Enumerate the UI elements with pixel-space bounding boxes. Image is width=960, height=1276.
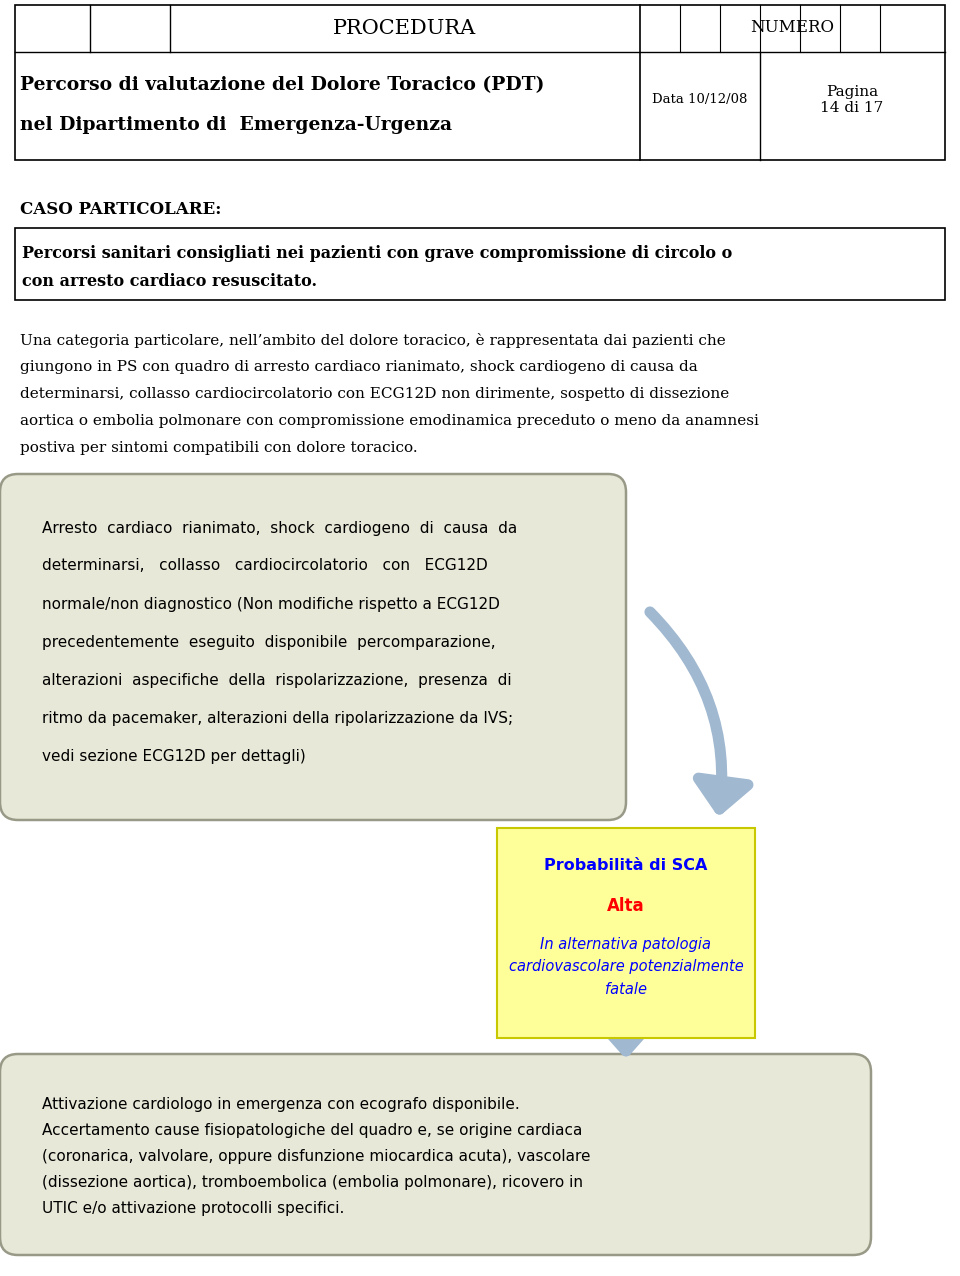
Text: In alternativa patologia: In alternativa patologia — [540, 938, 711, 952]
Text: PROCEDURA: PROCEDURA — [333, 18, 476, 37]
Text: ritmo da pacemaker, alterazioni della ripolarizzazione da IVS;: ritmo da pacemaker, alterazioni della ri… — [42, 711, 514, 726]
Text: aortica o embolia polmonare con compromissione emodinamica preceduto o meno da a: aortica o embolia polmonare con compromi… — [20, 413, 758, 427]
Bar — [15, 5, 945, 160]
Text: Alta: Alta — [607, 897, 645, 915]
Text: Percorso di valutazione del Dolore Toracico (PDT): Percorso di valutazione del Dolore Torac… — [20, 77, 544, 94]
Text: UTIC e/o attivazione protocolli specifici.: UTIC e/o attivazione protocolli specific… — [42, 1202, 345, 1216]
Text: NUMERO: NUMERO — [750, 19, 834, 37]
Text: determinarsi,   collasso   cardiocircolatorio   con   ECG12D: determinarsi, collasso cardiocircolatori… — [42, 559, 488, 573]
Text: Percorsi sanitari consigliati nei pazienti con grave compromissione di circolo o: Percorsi sanitari consigliati nei pazien… — [22, 245, 732, 262]
Text: fatale: fatale — [605, 981, 647, 997]
Text: (coronarica, valvolare, oppure disfunzione miocardica acuta), vascolare: (coronarica, valvolare, oppure disfunzio… — [42, 1150, 590, 1165]
Text: CASO PARTICOLARE:: CASO PARTICOLARE: — [20, 202, 222, 218]
Text: determinarsi, collasso cardiocircolatorio con ECG12D non dirimente, sospetto di : determinarsi, collasso cardiocircolatori… — [20, 387, 730, 401]
Bar — [15, 228, 945, 300]
Text: cardiovascolare potenzialmente: cardiovascolare potenzialmente — [509, 960, 743, 975]
Text: giungono in PS con quadro di arresto cardiaco rianimato, shock cardiogeno di cau: giungono in PS con quadro di arresto car… — [20, 360, 698, 374]
Text: Pagina
14 di 17: Pagina 14 di 17 — [821, 85, 883, 115]
Text: alterazioni  aspecifiche  della  rispolarizzazione,  presenza  di: alterazioni aspecifiche della rispolariz… — [42, 672, 512, 688]
Text: Probabilità di SCA: Probabilità di SCA — [544, 857, 708, 873]
Text: normale/non diagnostico (Non modifiche rispetto a ECG12D: normale/non diagnostico (Non modifiche r… — [42, 596, 500, 611]
FancyArrowPatch shape — [650, 612, 748, 809]
FancyArrowPatch shape — [604, 1026, 648, 1051]
Text: precedentemente  eseguito  disponibile  percomparazione,: precedentemente eseguito disponibile per… — [42, 634, 495, 649]
Text: vedi sezione ECG12D per dettagli): vedi sezione ECG12D per dettagli) — [42, 749, 305, 763]
Text: postiva per sintomi compatibili con dolore toracico.: postiva per sintomi compatibili con dolo… — [20, 441, 418, 456]
Text: (dissezione aortica), tromboembolica (embolia polmonare), ricovero in: (dissezione aortica), tromboembolica (em… — [42, 1175, 583, 1191]
Text: nel Dipartimento di  Emergenza-Urgenza: nel Dipartimento di Emergenza-Urgenza — [20, 116, 452, 134]
Text: Una categoria particolare, nell’ambito del dolore toracico, è rappresentata dai : Una categoria particolare, nell’ambito d… — [20, 333, 726, 347]
Text: Data 10/12/08: Data 10/12/08 — [652, 93, 748, 106]
Text: con arresto cardiaco resuscitato.: con arresto cardiaco resuscitato. — [22, 273, 317, 291]
Bar — [497, 828, 755, 1037]
Text: Accertamento cause fisiopatologiche del quadro e, se origine cardiaca: Accertamento cause fisiopatologiche del … — [42, 1123, 583, 1138]
Text: Arresto  cardiaco  rianimato,  shock  cardiogeno  di  causa  da: Arresto cardiaco rianimato, shock cardio… — [42, 521, 517, 536]
Text: Attivazione cardiologo in emergenza con ecografo disponibile.: Attivazione cardiologo in emergenza con … — [42, 1097, 519, 1113]
FancyBboxPatch shape — [0, 1054, 871, 1256]
FancyBboxPatch shape — [0, 473, 626, 820]
